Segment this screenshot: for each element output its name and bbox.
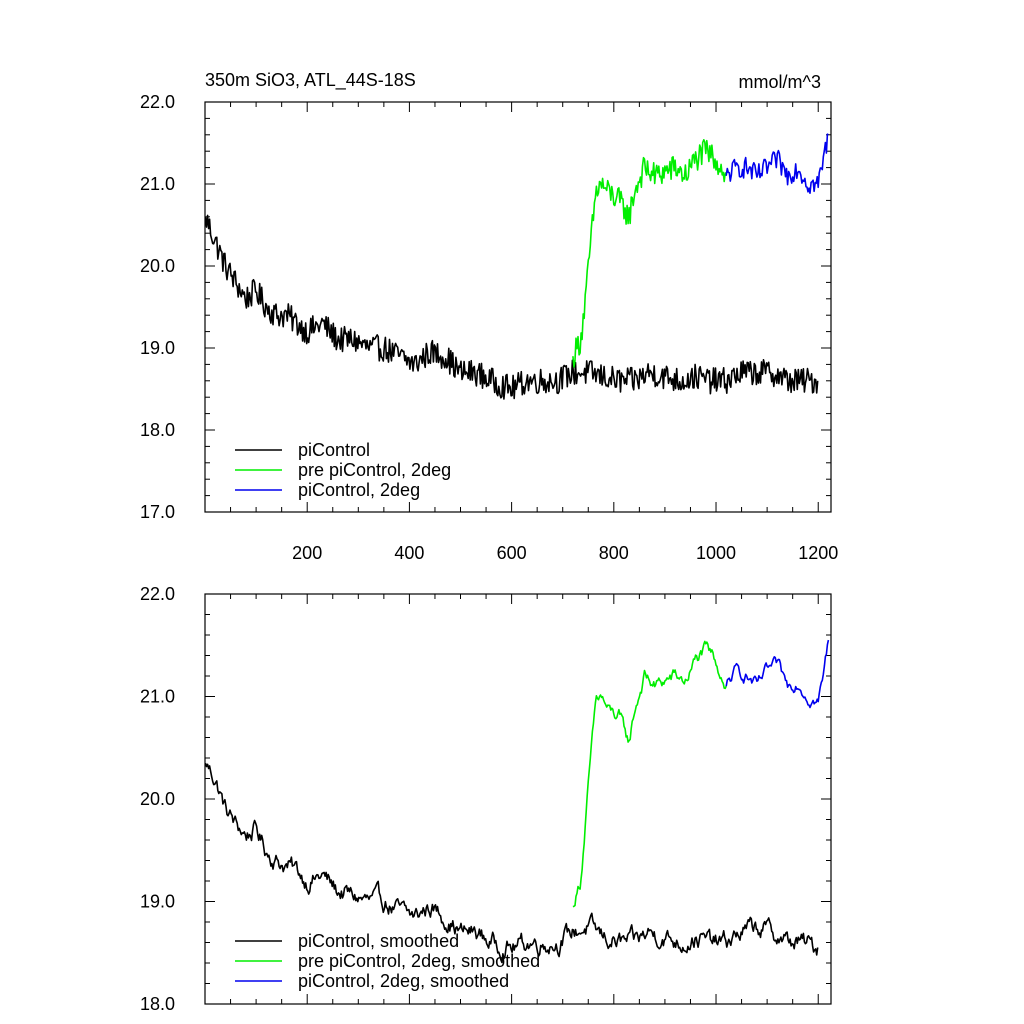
x-tick-label: 400 — [394, 543, 424, 563]
x-tick-label: 1200 — [798, 543, 838, 563]
legend-entry: piControl, 2deg — [298, 480, 420, 500]
y-tick-label: 20.0 — [140, 256, 175, 276]
series-line-1 — [204, 214, 819, 400]
y-tick-label: 20.0 — [140, 789, 175, 809]
series-line-2 — [572, 139, 727, 368]
x-tick-label: 600 — [497, 543, 527, 563]
legend-entry: pre piControl, 2deg, smoothed — [298, 951, 540, 971]
plot-frame — [204, 101, 832, 513]
y-tick-label: 19.0 — [140, 338, 175, 358]
y-tick-label: 18.0 — [140, 420, 175, 440]
legend-entry: pre piControl, 2deg — [298, 460, 451, 480]
units-label: mmol/m^3 — [739, 72, 821, 92]
legend-entry: piControl, 2deg, smoothed — [298, 971, 509, 991]
legend-entry: piControl, smoothed — [298, 931, 459, 951]
x-tick-label: 800 — [599, 543, 629, 563]
chart-title: 350m SiO3, ATL_44S-18S — [205, 70, 416, 91]
y-tick-label: 22.0 — [140, 92, 175, 112]
x-tick-label: 1000 — [696, 543, 736, 563]
series-line-3 — [725, 133, 829, 194]
y-tick-label: 18.0 — [140, 994, 175, 1014]
y-tick-label: 19.0 — [140, 892, 175, 912]
y-tick-label: 21.0 — [140, 174, 175, 194]
x-tick-label: 200 — [292, 543, 322, 563]
series-line-1 — [204, 762, 819, 964]
series-line-3 — [725, 639, 830, 709]
legend-entry: piControl — [298, 440, 370, 460]
series-line-2 — [572, 640, 727, 908]
y-tick-label: 17.0 — [140, 502, 175, 522]
chart-panel-1: 17.0 18.0 19.0 20.0 21.0 22.0 200 400 600 800 1000… — [140, 70, 838, 563]
y-tick-label: 21.0 — [140, 687, 175, 707]
y-tick-label: 22.0 — [140, 584, 175, 604]
